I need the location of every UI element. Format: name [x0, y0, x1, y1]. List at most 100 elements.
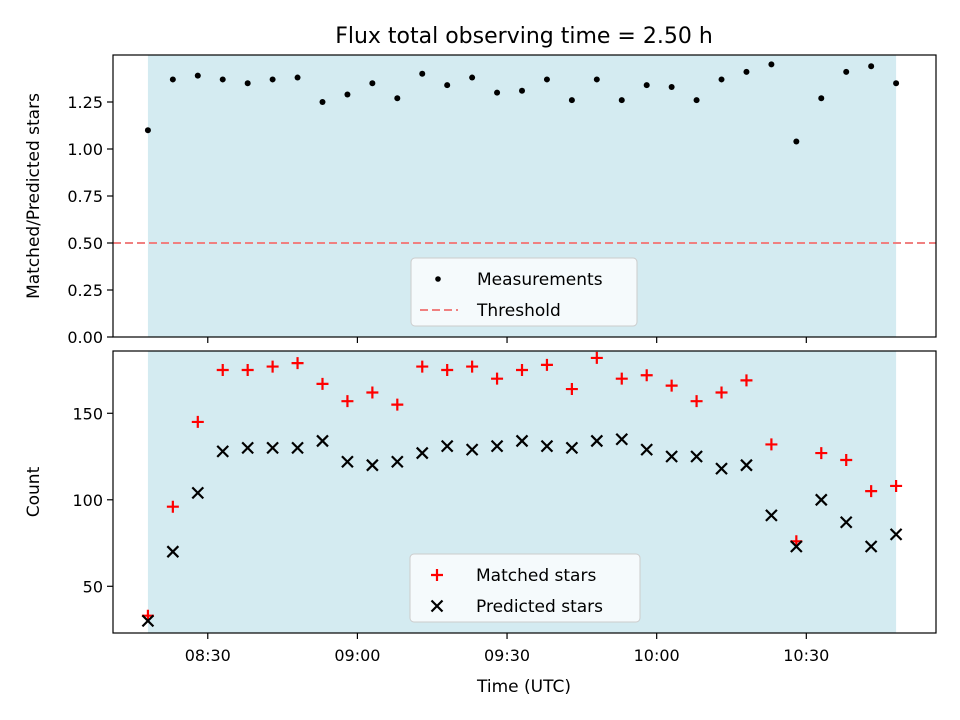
measurement-point	[743, 68, 750, 75]
predicted-stars-point	[366, 458, 379, 472]
y-tick-label: 0.75	[67, 187, 103, 206]
predicted-stars-point	[565, 441, 579, 455]
matched-stars-point	[341, 395, 354, 408]
measurement-point	[768, 61, 775, 68]
matched-stars-point	[241, 364, 254, 377]
predicted-stars-point	[740, 458, 753, 472]
matched-stars-point	[466, 360, 479, 373]
predicted-stars-point	[241, 441, 254, 455]
measurement-point	[868, 63, 875, 70]
measurement-point	[419, 70, 426, 77]
predicted-stars-point	[815, 493, 828, 507]
matched-stars-point	[615, 372, 628, 385]
measurement-point	[244, 80, 251, 87]
legend: Matched stars Predicted stars	[409, 553, 641, 623]
axes-frame	[112, 350, 937, 634]
measurement-point	[144, 127, 151, 134]
measurement-point	[893, 80, 900, 87]
y-tick-label: 1.25	[67, 93, 103, 112]
matched-stars-point	[840, 453, 853, 466]
x-tick-label: 08:30	[185, 646, 231, 665]
predicted-stars-point	[640, 443, 653, 456]
matched-stars-point	[865, 485, 878, 498]
measurement-point	[718, 76, 725, 83]
measurement-point	[693, 97, 700, 104]
count-panel: 50 100 150 Count 08:30 09:00 09:30 10:00 10:30 Ma…	[24, 350, 937, 665]
matched-stars-point	[516, 364, 529, 377]
measurement-point	[294, 74, 301, 81]
predicted-stars-point	[465, 443, 479, 456]
matched-stars-point	[216, 364, 229, 377]
matched-stars-point	[416, 360, 429, 373]
y-axis-label: Count	[24, 466, 44, 517]
y-axis-label: Matched/Predicted stars	[24, 93, 44, 299]
x-tick-label: 10:00	[634, 646, 680, 665]
measurement-point	[219, 76, 226, 83]
matched-stars-point	[166, 500, 179, 513]
predicted-stars-point	[864, 540, 878, 553]
y-tick-label: 150	[72, 404, 103, 423]
matched-stars-point	[316, 377, 329, 390]
matched-stars-point	[565, 383, 578, 396]
predicted-stars-point	[490, 439, 504, 453]
measurement-point	[593, 76, 600, 83]
predicted-stars-point	[191, 486, 205, 500]
matched-stars-point	[366, 386, 379, 399]
measurement-point	[194, 72, 201, 79]
matched-stars-point	[391, 398, 404, 411]
legend-marker-x	[430, 599, 444, 613]
matched-stars-point	[441, 364, 454, 377]
matched-stars-point	[715, 386, 728, 399]
predicted-stars-point	[415, 446, 429, 460]
measurement-point	[444, 82, 451, 89]
legend-marker-plus	[431, 569, 443, 581]
measurement-point	[494, 89, 501, 96]
legend: Measurements Threshold	[410, 257, 638, 327]
matched-stars-point	[491, 372, 504, 385]
legend-label: Measurements	[477, 270, 603, 290]
predicted-stars-point	[515, 434, 529, 448]
measurement-point	[469, 74, 476, 81]
matched-stars-point	[640, 369, 653, 382]
predicted-stars-point	[341, 455, 354, 469]
legend-label: Predicted stars	[476, 597, 603, 617]
measurement-point	[668, 83, 675, 90]
measurement-point	[543, 76, 550, 83]
matched-stars-point	[890, 479, 903, 492]
predicted-stars-point	[839, 515, 853, 529]
matched-stars-point	[815, 447, 828, 460]
matched-stars-point	[540, 358, 553, 371]
matched-stars-point	[291, 357, 304, 370]
predicted-stars-point	[665, 450, 678, 463]
legend-marker-dot	[435, 276, 441, 282]
measurement-point	[319, 99, 326, 105]
predicted-stars-point	[440, 439, 454, 453]
measurement-point	[818, 95, 825, 102]
matched-stars-point	[690, 395, 703, 408]
predicted-stars-point	[540, 439, 554, 453]
measurement-point	[169, 76, 176, 83]
predicted-stars-point	[291, 441, 304, 455]
measurement-point	[643, 82, 650, 89]
matched-stars-point	[765, 438, 778, 451]
predicted-stars-point	[590, 434, 604, 448]
y-tick-label: 0.00	[67, 328, 103, 347]
legend-box	[409, 553, 641, 623]
chart-title: Flux total observing time = 2.50 h	[335, 24, 713, 49]
legend-label: Matched stars	[476, 566, 596, 586]
predicted-stars-point	[889, 528, 903, 541]
measurement-point	[344, 91, 351, 98]
matched-stars-point	[266, 360, 279, 373]
y-tick-label: 100	[72, 491, 103, 510]
x-tick-label: 09:30	[484, 646, 530, 665]
matched-stars-point	[590, 351, 603, 364]
matched-stars-point	[191, 415, 204, 428]
predicted-stars-point	[391, 455, 404, 469]
x-axis-label: Time (UTC)	[476, 677, 571, 697]
y-tick-label: 1.00	[67, 140, 103, 159]
measurement-point	[369, 80, 376, 87]
measurement-point	[793, 138, 800, 145]
predicted-stars-point	[615, 432, 629, 446]
y-tick-label: 50	[83, 577, 103, 596]
